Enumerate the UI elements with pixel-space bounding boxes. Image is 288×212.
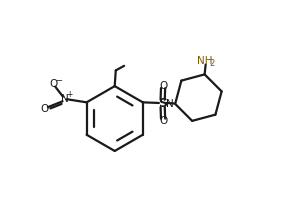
Text: O: O (159, 116, 167, 126)
Text: 2: 2 (210, 59, 215, 68)
Text: +: + (66, 90, 73, 99)
Text: −: − (56, 76, 62, 85)
Text: O: O (49, 79, 57, 89)
Text: S: S (158, 97, 167, 110)
Text: NH: NH (197, 56, 212, 66)
Text: O: O (41, 104, 49, 114)
Text: O: O (159, 81, 167, 91)
Text: N: N (61, 94, 69, 104)
Text: N: N (166, 99, 174, 109)
